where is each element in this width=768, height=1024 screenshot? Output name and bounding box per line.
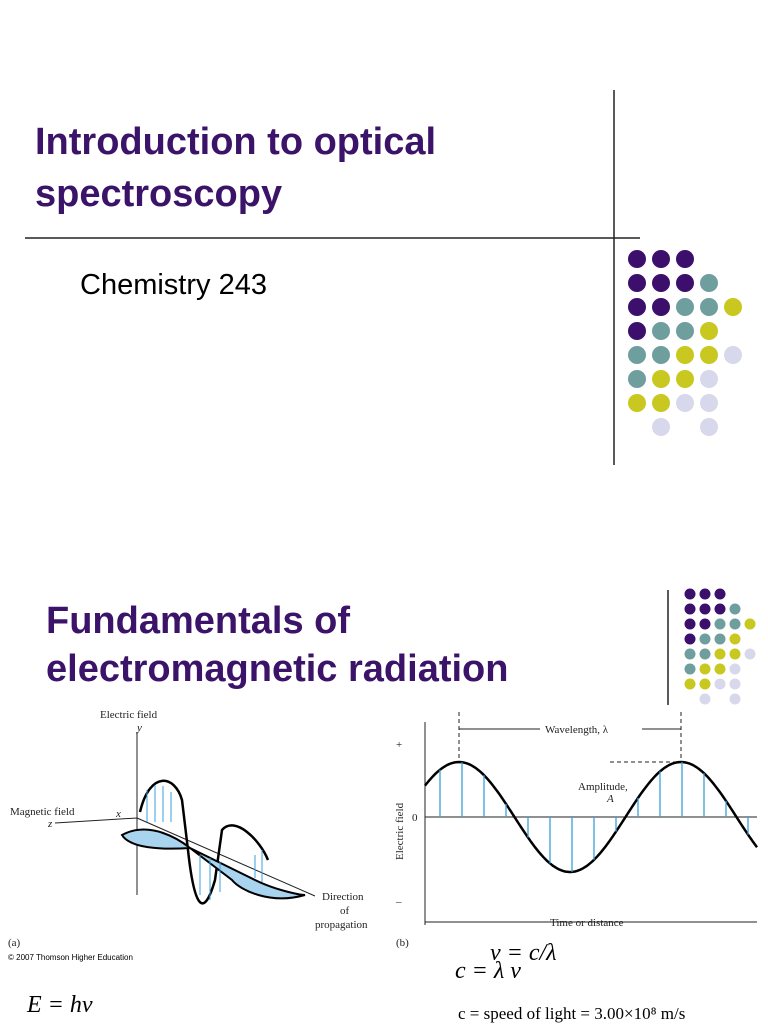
decor-dot [652,370,670,388]
decor-dot [714,678,726,690]
decor-dot [676,370,694,388]
decor-dot [676,298,694,316]
label: 0 [412,812,418,824]
decor-dot [744,618,756,630]
label: A [606,793,614,805]
decor-dot [628,346,646,364]
decor-dot [700,322,718,340]
decor-dot [676,394,694,412]
decor-dot [714,618,726,630]
decor-dot [699,693,711,705]
label: Direction [322,891,364,903]
wave [120,828,306,900]
decor-dot [684,588,696,600]
decor-dot [684,603,696,615]
decor-dot [676,346,694,364]
decor-dot [652,298,670,316]
equation: ν = c/λ [490,940,557,966]
decor-dot [714,633,726,645]
wave [424,760,759,874]
label: Amplitude, [578,781,628,793]
figure-b: Wavelength, λ Amplitude, A Electric fiel… [394,712,759,949]
axis [54,817,138,824]
decor-dot [700,418,718,436]
decor-dot [700,370,718,388]
decor-dot [684,648,696,660]
label: Time or distance [550,917,624,929]
decor-dot [628,394,646,412]
equation: c = speed of light = 3.00×10⁸ m/s [458,1004,685,1023]
decor-dot [699,603,711,615]
label: Wavelength, λ [545,724,609,736]
title: spectroscopy [35,173,282,215]
label: propagation [315,919,368,931]
decor-dot [700,274,718,292]
decor-dot [684,663,696,675]
decor-dot [699,633,711,645]
label: y [136,722,142,734]
decor-dot [729,618,741,630]
decor-dot [676,322,694,340]
decor-dot [714,648,726,660]
figure-a: Electric field y Magnetic field x z Dire… [8,709,368,962]
decor-dot [684,618,696,630]
decor-dot [729,633,741,645]
decor-dot [628,250,646,268]
decor-dot [699,618,711,630]
wave [138,779,270,905]
equation: E = hν [26,992,93,1018]
title: Introduction to optical [35,121,436,163]
decor-dot [724,298,742,316]
decor-dot [699,663,711,675]
label: – [395,896,402,908]
decor-dot [628,370,646,388]
subtitle: Chemistry 243 [80,269,267,301]
decor-dot [729,648,741,660]
decor-dot [699,678,711,690]
decor-dot [684,633,696,645]
decor-dot [628,298,646,316]
title: Fundamentals of [46,600,350,642]
decor-dot [628,274,646,292]
decor-dot [724,346,742,364]
label: (b) [396,937,409,949]
label: x [115,808,121,820]
decor-dot [729,678,741,690]
decor-dot [684,678,696,690]
decor-dot [729,603,741,615]
label: of [340,905,350,917]
decor-dot [652,274,670,292]
title: electromagnetic radiation [46,648,508,690]
decor-dot [652,346,670,364]
decor-dot [700,346,718,364]
decor-dot [700,394,718,412]
label: (a) [8,937,21,949]
label: + [396,739,402,751]
decor-dot [714,663,726,675]
decor-dot [714,603,726,615]
label: z [47,818,53,830]
label: Electric field [100,709,158,721]
decor-dot [729,693,741,705]
decor-dot [744,648,756,660]
axis [136,817,316,897]
label: Electric field [394,802,406,860]
decor-dot [628,322,646,340]
equation: c = λ ν [455,958,521,984]
decor-dot [699,648,711,660]
decor-dot [676,250,694,268]
decor-dot [729,663,741,675]
decor-dot [652,250,670,268]
decor-dot [700,298,718,316]
decor-dot [652,418,670,436]
decor-dot [676,274,694,292]
decor-dot [699,588,711,600]
decor-dot [652,394,670,412]
decor-dot [652,322,670,340]
decor-dot [714,588,726,600]
copyright: © 2007 Thomson Higher Education [8,953,133,962]
label: Magnetic field [10,806,75,818]
